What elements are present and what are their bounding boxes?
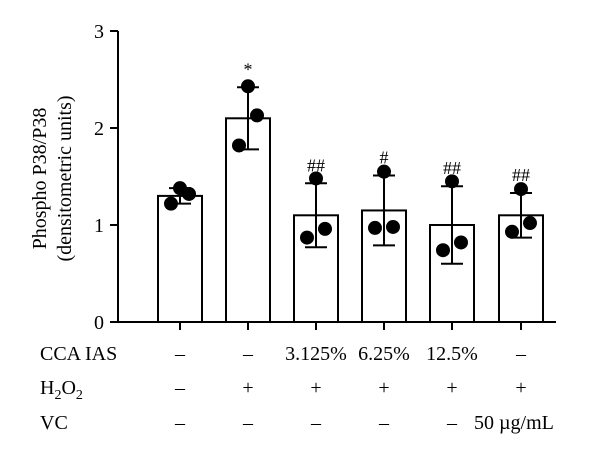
significance-label: *	[244, 59, 253, 79]
bar	[157, 194, 203, 323]
significance-label: ##	[307, 155, 325, 175]
y-tick-label: 0	[94, 312, 104, 334]
condition-value: –	[378, 412, 390, 434]
y-tick-label: 2	[94, 118, 104, 140]
condition-value: –	[242, 412, 254, 434]
data-point	[241, 79, 255, 94]
significance-label: #	[380, 148, 389, 168]
data-point	[454, 235, 468, 250]
condition-value: 50 µg/mL	[474, 412, 554, 434]
data-point	[300, 230, 314, 245]
data-point	[232, 138, 246, 153]
y-axis-units-label: (densitometric units)	[54, 95, 76, 261]
significance-label: ##	[512, 165, 530, 185]
condition-value: –	[174, 343, 186, 365]
condition-value: 12.5%	[426, 343, 478, 365]
condition-value: +	[446, 377, 457, 399]
data-point	[523, 216, 537, 231]
y-axis-label: Phospho P38/P38	[29, 108, 51, 250]
condition-value: 3.125%	[285, 343, 347, 365]
data-point	[250, 108, 264, 123]
y-tick-label: 1	[94, 215, 104, 237]
condition-label: VC	[40, 412, 68, 434]
data-point	[309, 171, 323, 186]
condition-value: –	[242, 343, 254, 365]
data-point	[182, 186, 196, 201]
condition-value: –	[515, 343, 527, 365]
condition-value: +	[310, 377, 321, 399]
condition-value: –	[310, 412, 322, 434]
condition-value: +	[242, 377, 253, 399]
condition-label: H2O2	[40, 377, 83, 403]
condition-value: –	[446, 412, 458, 434]
significance-label: ##	[443, 158, 461, 178]
data-point	[386, 219, 400, 234]
data-point	[514, 182, 528, 197]
data-point	[445, 174, 459, 189]
condition-value: 6.25%	[358, 343, 410, 365]
data-point	[318, 221, 332, 236]
data-point	[368, 220, 382, 235]
y-tick-label: 3	[94, 21, 104, 43]
condition-value: +	[515, 377, 526, 399]
condition-value: –	[174, 412, 186, 434]
condition-value: +	[378, 377, 389, 399]
data-point	[505, 224, 519, 239]
data-point	[164, 196, 178, 211]
data-point	[436, 243, 450, 258]
condition-label: CCA IAS	[40, 343, 117, 365]
condition-value: –	[174, 377, 186, 399]
data-point	[377, 164, 391, 179]
